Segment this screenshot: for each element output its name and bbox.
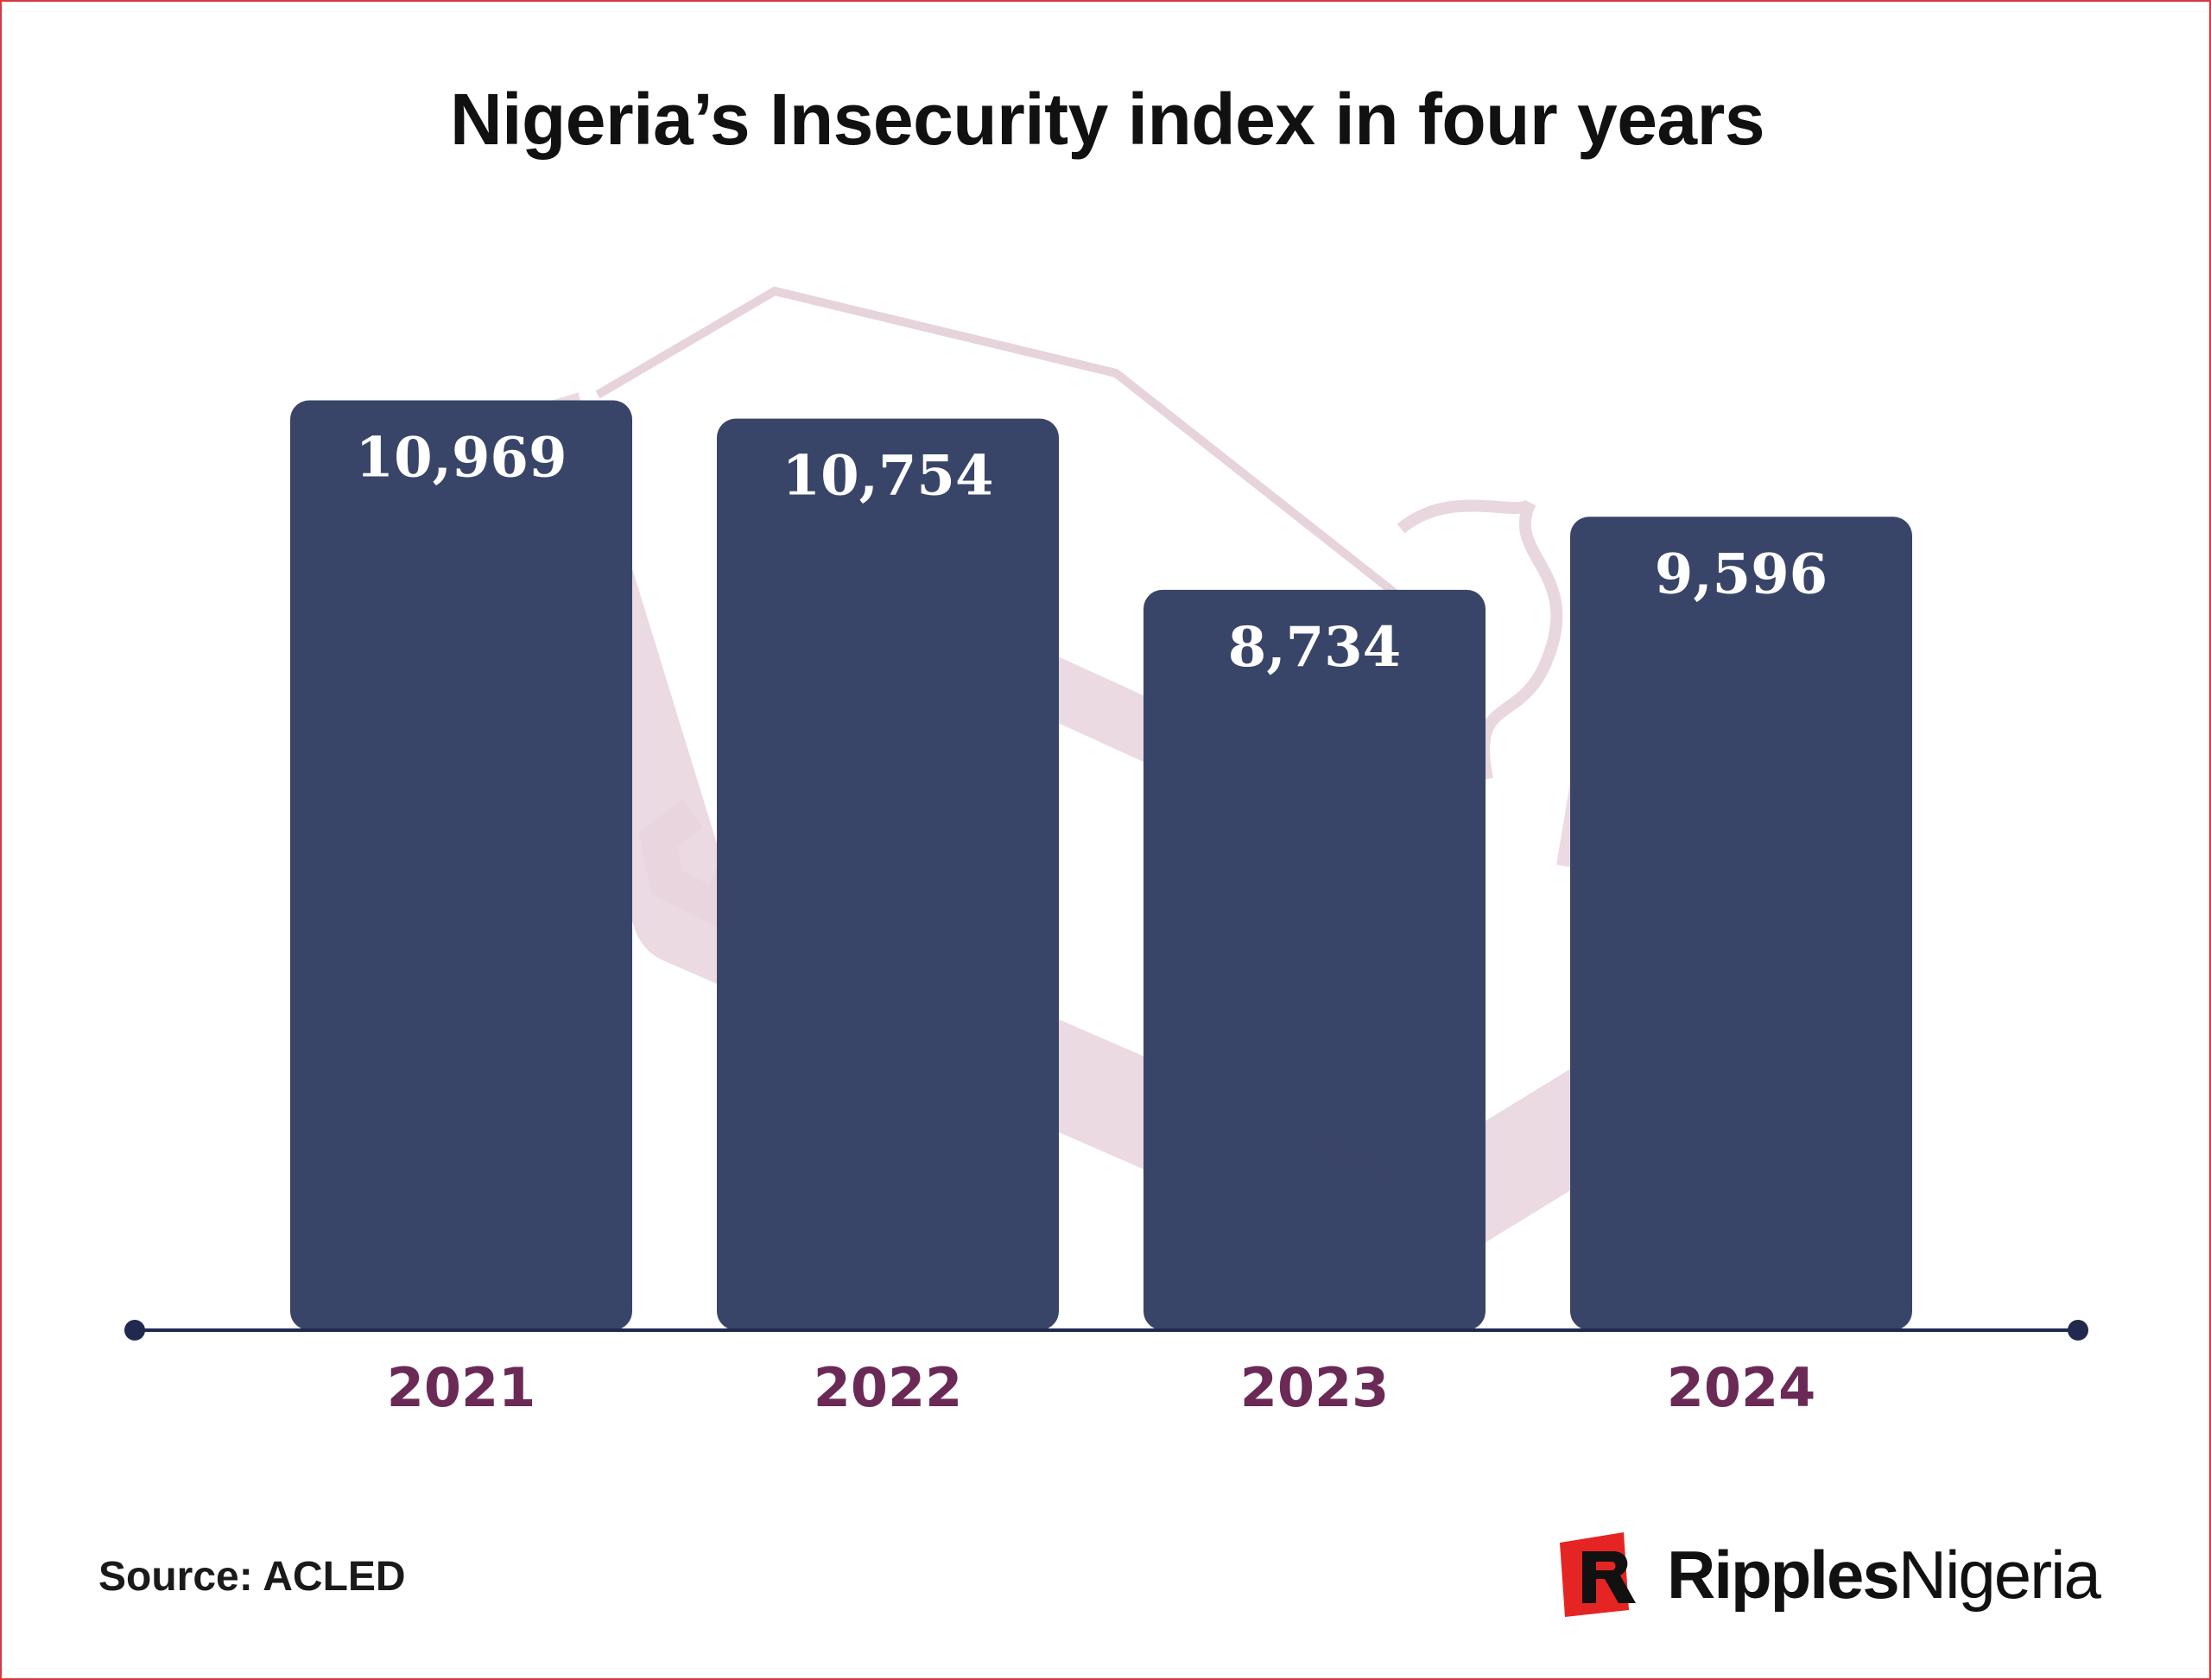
chart-title: Nigeria’s Insecurity index in four years <box>449 79 1765 160</box>
tick-label-2021: 2021 <box>387 1356 536 1419</box>
value-label-2022: 10,754 <box>782 444 994 509</box>
watermark-logo-icon <box>478 286 1729 1280</box>
x-axis <box>124 1320 2088 1341</box>
brand-name-part1: Ripples <box>1667 1536 1900 1613</box>
ripples-r-logo-icon <box>1560 1532 1636 1617</box>
bar-2023 <box>1144 589 1486 1330</box>
tick-label-2022: 2022 <box>814 1356 963 1419</box>
bar-2021 <box>290 400 632 1331</box>
source-note: Source: ACLED <box>98 1554 406 1600</box>
tick-label-2023: 2023 <box>1240 1356 1390 1419</box>
value-label-2021: 10,969 <box>356 426 567 491</box>
brand-logo: RipplesNigeria <box>1556 1527 2101 1622</box>
bars-layer <box>290 400 1912 1331</box>
bar-2022 <box>717 418 1059 1330</box>
value-label-2024: 9,596 <box>1655 542 1828 606</box>
brand-name: RipplesNigeria <box>1667 1536 2101 1614</box>
axis-end-dot <box>2068 1320 2088 1341</box>
axis-start-dot <box>124 1320 145 1341</box>
brand-name-part2: Nigeria <box>1897 1536 2101 1613</box>
bar-2024 <box>1570 517 1912 1330</box>
value-label-2023: 8,734 <box>1228 615 1401 680</box>
labels-layer: 10,969 2021 10,754 2022 8,734 2023 9,596 2024 <box>356 426 1828 1419</box>
tick-label-2024: 2024 <box>1667 1356 1816 1419</box>
